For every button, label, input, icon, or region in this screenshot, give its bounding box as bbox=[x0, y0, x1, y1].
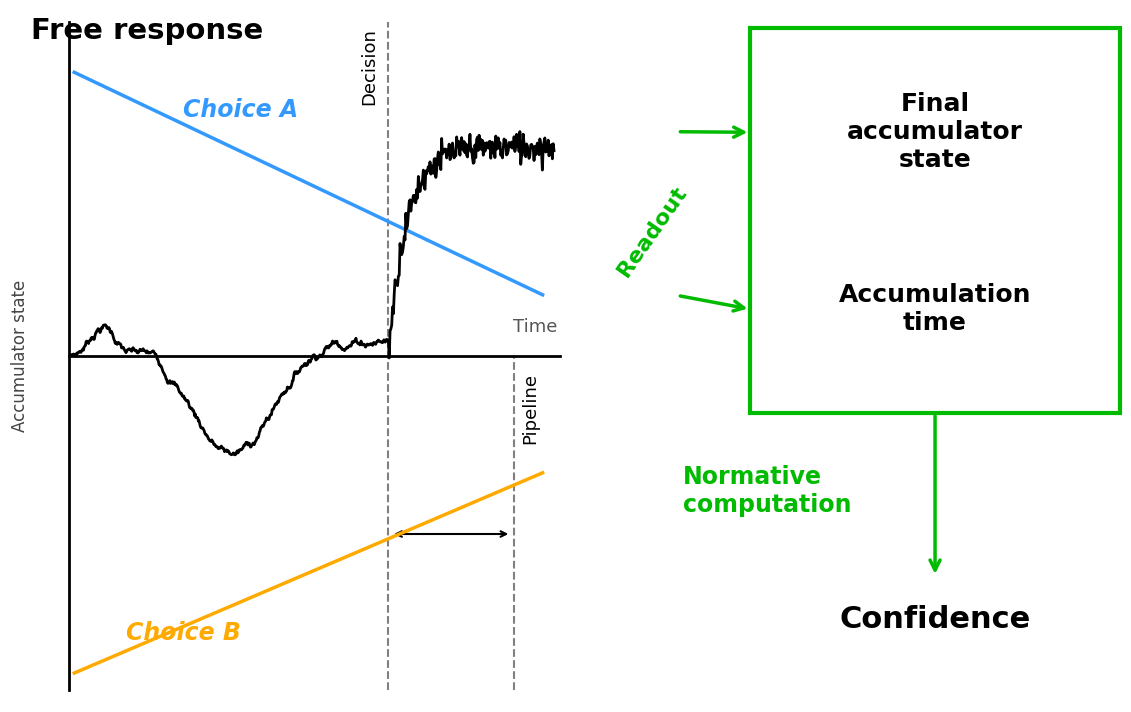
Text: Accumulation
time: Accumulation time bbox=[839, 283, 1031, 335]
Text: Accumulator state: Accumulator state bbox=[11, 280, 29, 432]
Text: Free response: Free response bbox=[32, 16, 264, 45]
Text: Decision: Decision bbox=[360, 28, 378, 105]
Text: Choice A: Choice A bbox=[183, 98, 297, 122]
Text: Pipeline: Pipeline bbox=[521, 372, 538, 444]
Text: Confidence: Confidence bbox=[839, 605, 1030, 634]
Text: Time: Time bbox=[512, 318, 556, 336]
Text: Final
accumulator
state: Final accumulator state bbox=[847, 93, 1024, 172]
Bar bbox=[750, 28, 1120, 413]
Text: Readout: Readout bbox=[614, 183, 691, 280]
Text: Choice B: Choice B bbox=[126, 621, 241, 644]
Text: Normative
computation: Normative computation bbox=[683, 466, 852, 517]
